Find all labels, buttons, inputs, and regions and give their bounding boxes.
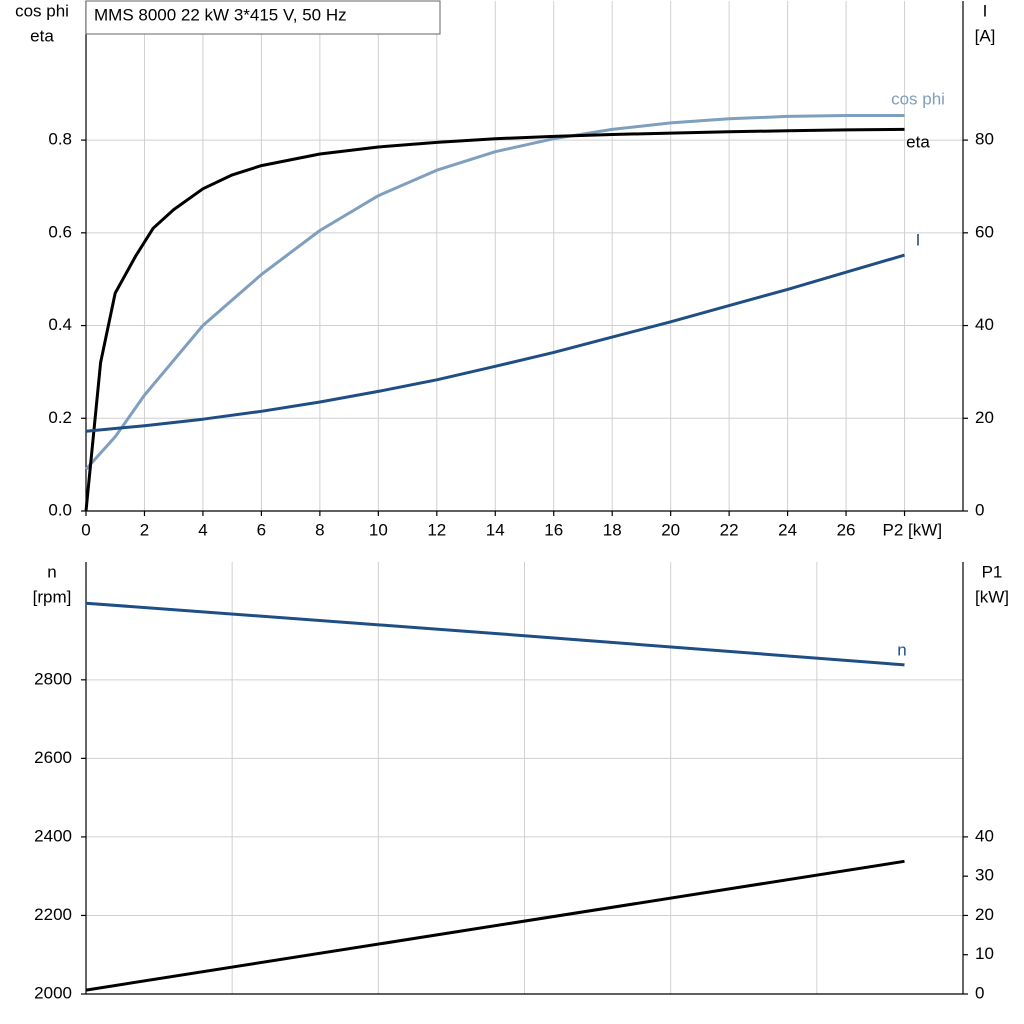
y2-axis-title: [kW] xyxy=(975,587,1009,606)
y-axis-title: eta xyxy=(30,26,54,45)
x-tick-label: 22 xyxy=(720,520,739,539)
series-line xyxy=(85,601,905,667)
x-tick-label: P2 [kW] xyxy=(883,520,943,539)
x-tick-label: 26 xyxy=(837,520,856,539)
y2-tick-label: 60 xyxy=(975,222,994,241)
y-tick-label: 2200 xyxy=(34,905,72,924)
plot-area xyxy=(86,1,963,511)
x-tick-label: 0 xyxy=(81,520,90,539)
y-tick-label: 2000 xyxy=(34,983,72,1002)
series-line xyxy=(84,127,905,512)
x-tick-label: 4 xyxy=(198,520,207,539)
x-tick-label: 14 xyxy=(486,520,505,539)
y2-tick-label: 40 xyxy=(975,315,994,334)
x-tick-label: 20 xyxy=(661,520,680,539)
series-label: I xyxy=(916,230,921,249)
x-tick-label: 12 xyxy=(427,520,446,539)
series-line xyxy=(84,114,905,471)
x-tick-label: 6 xyxy=(257,520,266,539)
y-tick-label: 2600 xyxy=(34,748,72,767)
y-tick-label: 2400 xyxy=(34,826,72,845)
y-axis-title: n xyxy=(47,562,56,581)
y2-tick-label: 10 xyxy=(975,944,994,963)
y2-tick-label: 20 xyxy=(975,408,994,427)
y-tick-label: 0.6 xyxy=(48,222,72,241)
series-label: n xyxy=(897,640,906,659)
y2-tick-label: 0 xyxy=(975,500,984,519)
y-tick-label: 0.2 xyxy=(48,408,72,427)
series-label: cos phi xyxy=(891,89,945,108)
y-tick-label: 0.0 xyxy=(48,500,72,519)
chart-title: MMS 8000 22 kW 3*415 V, 50 Hz xyxy=(94,5,347,24)
series-line xyxy=(85,253,905,433)
y2-tick-label: 30 xyxy=(975,866,994,885)
x-tick-label: 8 xyxy=(315,520,324,539)
y-tick-label: 0.8 xyxy=(48,130,72,149)
y2-tick-label: 40 xyxy=(975,826,994,845)
y2-tick-label: 0 xyxy=(975,983,984,1002)
y2-axis-title: [A] xyxy=(975,26,996,45)
x-tick-label: 16 xyxy=(544,520,563,539)
series-label: eta xyxy=(906,132,930,151)
y-tick-label: 0.4 xyxy=(48,315,72,334)
y2-tick-label: 80 xyxy=(975,130,994,149)
series-line xyxy=(85,859,905,992)
y2-axis-title: I xyxy=(983,1,988,20)
y-axis-title: cos phi xyxy=(15,1,69,20)
x-tick-label: 24 xyxy=(778,520,797,539)
x-tick-label: 10 xyxy=(369,520,388,539)
y2-axis-title: P1 xyxy=(982,562,1003,581)
y2-tick-label: 20 xyxy=(975,905,994,924)
title-box xyxy=(85,0,441,35)
y-axis-title: [rpm] xyxy=(33,587,72,606)
x-tick-label: 18 xyxy=(603,520,622,539)
y-tick-label: 2800 xyxy=(34,669,72,688)
x-tick-label: 2 xyxy=(140,520,149,539)
